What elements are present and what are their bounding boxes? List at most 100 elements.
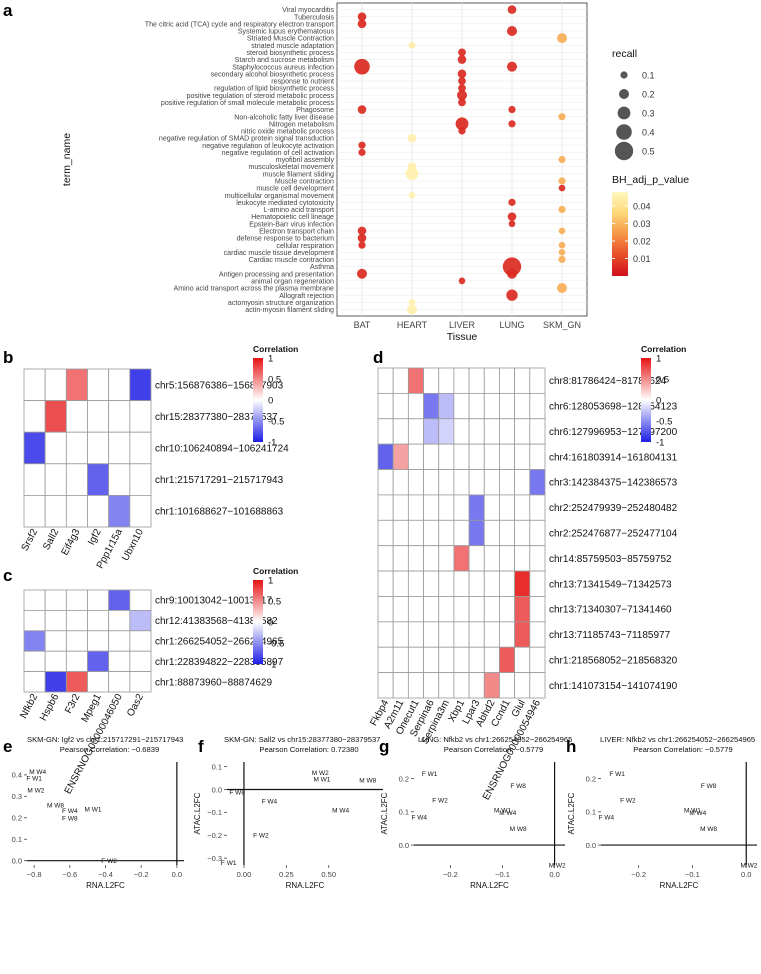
heatmap-cell bbox=[529, 367, 546, 394]
heatmap-cell bbox=[129, 589, 152, 611]
panel-label-g: g bbox=[379, 737, 389, 756]
heatmap-cell bbox=[44, 463, 67, 496]
y-tick-label: myofibril assembly bbox=[276, 156, 335, 164]
dot bbox=[458, 98, 466, 107]
legend-colorbar bbox=[253, 358, 263, 442]
dot bbox=[558, 155, 566, 164]
heatmap-cell bbox=[529, 519, 546, 547]
heatmap-cell bbox=[529, 469, 546, 496]
x-tick-label: 0.00 bbox=[237, 870, 252, 879]
heatmap-cell bbox=[129, 630, 152, 652]
heatmap-cell bbox=[468, 367, 485, 394]
dot bbox=[458, 84, 466, 92]
heatmap-cell bbox=[407, 621, 424, 648]
x-tick-label: 0.0 bbox=[172, 870, 182, 879]
scatter-e: SKM-GN: Igf2 vs chr1:215717291−215717943… bbox=[0, 735, 184, 890]
y-tick-label: animal organ regeneration bbox=[251, 277, 334, 285]
panel-label-b: b bbox=[3, 348, 13, 367]
point-label: M W4 bbox=[499, 810, 516, 817]
heatmap-cell bbox=[108, 494, 131, 528]
x-tick-label: LIVER bbox=[449, 320, 476, 330]
heatmap-cell bbox=[377, 545, 394, 572]
heatmap-cell bbox=[423, 392, 440, 420]
dot bbox=[507, 25, 517, 36]
heatmap-cell bbox=[407, 469, 424, 496]
dot bbox=[405, 167, 419, 181]
x-axis-title: RNA.L2FC bbox=[86, 881, 125, 890]
heatmap-cell bbox=[377, 418, 394, 445]
y-tick-label: −0.2 bbox=[207, 831, 222, 840]
legend-tick-label: 0.5 bbox=[268, 375, 281, 386]
y-tick-label: Starch and sucrose metabolism bbox=[235, 56, 334, 64]
heatmap-cell bbox=[529, 418, 546, 445]
heatmap-cell bbox=[423, 367, 440, 394]
heatmap-cell bbox=[453, 494, 470, 521]
column-label: Hspb6 bbox=[38, 692, 61, 723]
legend-colorbar bbox=[641, 358, 651, 442]
row-label: chr1:215717291−215717943 bbox=[155, 475, 284, 486]
heatmap-cell bbox=[483, 545, 500, 572]
heatmap-cell bbox=[392, 418, 409, 445]
heatmap-cell bbox=[438, 392, 455, 420]
row-label: chr8:81786424−81786624 bbox=[549, 376, 666, 387]
heatmap-cell bbox=[407, 392, 424, 420]
legend-p-colorbar bbox=[612, 192, 628, 276]
heatmap-cell bbox=[377, 672, 394, 699]
y-tick-label: Amino acid transport across the plasma m… bbox=[174, 285, 335, 293]
y-tick-label: musculoskeletal movement bbox=[248, 163, 334, 171]
heatmap-cell bbox=[468, 672, 485, 699]
row-label: chr12:41383568−41385582 bbox=[155, 616, 278, 627]
legend-recall-title: recall bbox=[612, 48, 637, 60]
heatmap-cell bbox=[514, 443, 531, 470]
heatmap-cell bbox=[407, 367, 424, 394]
heatmap-cell bbox=[129, 650, 152, 673]
legend-p-label: 0.04 bbox=[633, 202, 651, 212]
dot bbox=[457, 90, 467, 101]
heatmap-cell bbox=[453, 646, 470, 674]
panel-label-a: a bbox=[3, 1, 13, 20]
heatmap-cell bbox=[423, 469, 440, 496]
scatter-f: SKM-GN: Sall2 vs chr15:28377380−28379537… bbox=[193, 735, 383, 890]
y-axis-title: ATAC.L2FC bbox=[567, 792, 576, 834]
chart-title: SKM-GN: Sall2 vs chr15:28377380−28379537 bbox=[224, 735, 380, 744]
y-axis-title: term_name bbox=[61, 133, 73, 186]
y-tick-label: −0.1 bbox=[207, 808, 222, 817]
heatmap-cell bbox=[483, 469, 500, 496]
heatmap-cell bbox=[377, 519, 394, 547]
legend-title: Correlation bbox=[253, 344, 298, 354]
y-tick-label: multicellular organismal movement bbox=[225, 192, 334, 200]
row-label: chr13:71340307−71341460 bbox=[549, 605, 672, 616]
y-tick-label: 0.4 bbox=[12, 771, 22, 780]
heatmap-cell bbox=[108, 630, 131, 652]
row-label: chr6:128053698−128054123 bbox=[549, 402, 678, 413]
point-label: F W4 bbox=[599, 814, 615, 821]
heatmap-cell bbox=[377, 469, 394, 496]
heatmap-cell bbox=[483, 443, 500, 470]
panel-label-c: c bbox=[3, 566, 12, 585]
point-label: F W8 bbox=[62, 815, 78, 822]
dot bbox=[408, 298, 416, 306]
heatmap-cell bbox=[392, 545, 409, 572]
legend-title: Correlation bbox=[253, 566, 298, 576]
legend-recall-dot bbox=[617, 106, 631, 120]
heatmap-cell bbox=[108, 589, 131, 611]
legend-tick-label: 0.5 bbox=[268, 597, 281, 608]
heatmap-cell bbox=[392, 596, 409, 623]
y-axis-title: ATAC.L2FC bbox=[380, 792, 389, 834]
heatmap-cell bbox=[87, 650, 110, 673]
row-label: chr15:28377380−28379537 bbox=[155, 412, 278, 423]
heatmap-cell bbox=[392, 494, 409, 521]
dot bbox=[407, 304, 417, 315]
y-tick-label: cardiac muscle tissue development bbox=[224, 249, 334, 257]
dot bbox=[558, 248, 566, 256]
chart-subtitle: Pearson Correlation: −0.6839 bbox=[60, 745, 159, 754]
heatmap-cell bbox=[438, 621, 455, 648]
legend-tick-label: 1 bbox=[268, 576, 273, 587]
legend-p-label: 0.03 bbox=[633, 219, 651, 229]
heatmap-cell bbox=[377, 646, 394, 674]
heatmap-cell bbox=[514, 621, 531, 648]
y-tick-label: striated muscle adaptation bbox=[251, 42, 334, 50]
y-tick-label: Cardiac muscle contraction bbox=[248, 256, 334, 264]
legend-recall-dot bbox=[614, 141, 634, 161]
point-label: M W4 bbox=[29, 769, 46, 776]
